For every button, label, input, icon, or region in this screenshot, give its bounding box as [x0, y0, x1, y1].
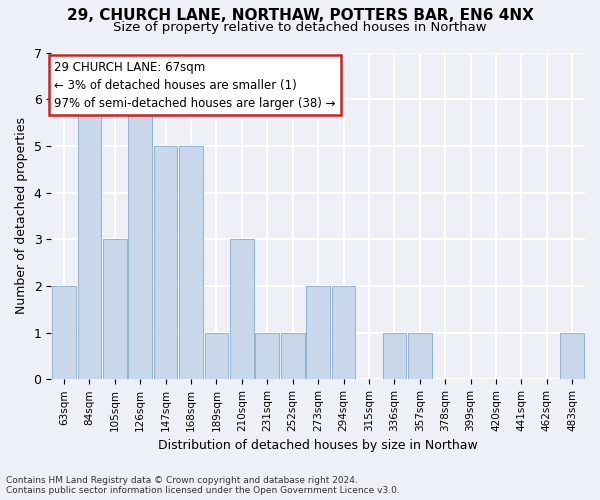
Bar	[179, 146, 203, 380]
X-axis label: Distribution of detached houses by size in Northaw: Distribution of detached houses by size …	[158, 440, 478, 452]
Bar	[383, 332, 406, 380]
Bar	[560, 332, 584, 380]
Bar	[307, 286, 330, 380]
Text: Contains public sector information licensed under the Open Government Licence v3: Contains public sector information licen…	[6, 486, 400, 495]
Bar	[77, 99, 101, 380]
Bar	[103, 240, 127, 380]
Text: 29, CHURCH LANE, NORTHAW, POTTERS BAR, EN6 4NX: 29, CHURCH LANE, NORTHAW, POTTERS BAR, E…	[67, 8, 533, 22]
Bar	[154, 146, 178, 380]
Bar	[408, 332, 431, 380]
Bar	[52, 286, 76, 380]
Bar	[256, 332, 279, 380]
Y-axis label: Number of detached properties: Number of detached properties	[15, 118, 28, 314]
Bar	[128, 99, 152, 380]
Text: Size of property relative to detached houses in Northaw: Size of property relative to detached ho…	[113, 21, 487, 34]
Bar	[332, 286, 355, 380]
Bar	[205, 332, 228, 380]
Text: Contains HM Land Registry data © Crown copyright and database right 2024.: Contains HM Land Registry data © Crown c…	[6, 476, 358, 485]
Bar	[281, 332, 305, 380]
Text: 29 CHURCH LANE: 67sqm
← 3% of detached houses are smaller (1)
97% of semi-detach: 29 CHURCH LANE: 67sqm ← 3% of detached h…	[54, 60, 335, 110]
Bar	[230, 240, 254, 380]
